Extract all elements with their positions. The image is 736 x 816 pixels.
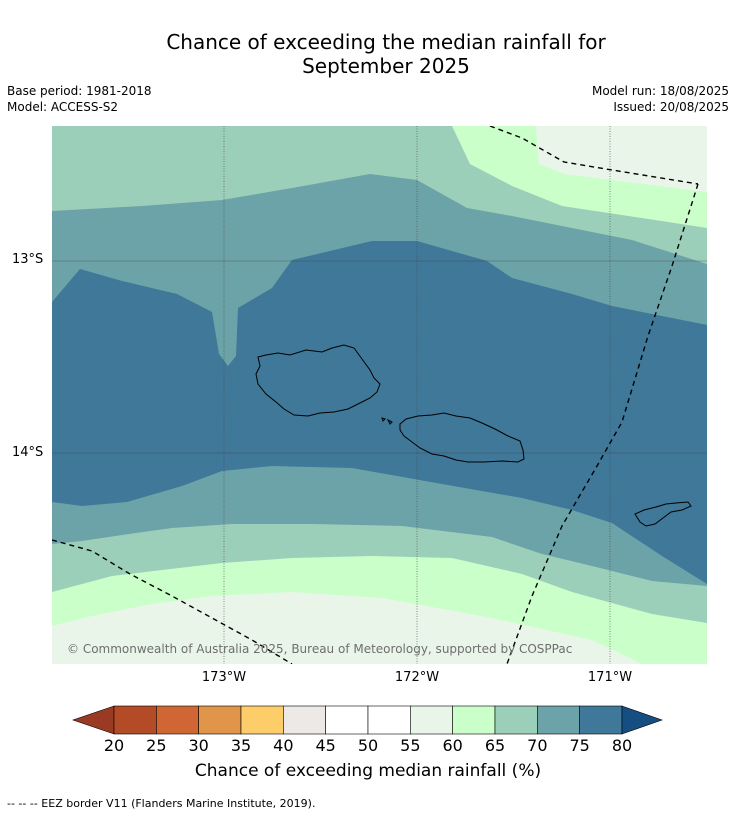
colorbar-segment-9: [494, 705, 538, 735]
colorbar-segment-1: [156, 705, 199, 735]
savaii-island: [255, 344, 381, 417]
colorbar-segment-3: [240, 705, 284, 735]
colorbar-tick-25: 25: [146, 736, 167, 755]
apolima-island: [381, 417, 386, 422]
colorbar-segment-5: [325, 705, 369, 735]
colorbar-segment-0: [113, 705, 157, 735]
colorbar-tick-40: 40: [273, 736, 294, 755]
chart-title: Chance of exceeding the median rainfall …: [0, 30, 736, 78]
tutuila-island: [634, 501, 692, 527]
meta-right: Model run: 18/08/2025 Issued: 20/08/2025: [592, 83, 729, 115]
upolu-island: [399, 412, 525, 463]
colorbar-tick-75: 75: [569, 736, 590, 755]
parallels: [52, 260, 707, 454]
lon-label-172w: 172°W: [394, 670, 440, 685]
lat-label-14s: 14°S: [12, 445, 44, 460]
graticule: [223, 126, 611, 664]
colorbar-tick-45: 45: [315, 736, 336, 755]
colorbar-under-extension: [72, 705, 115, 735]
title-line-1: Chance of exceeding the median rainfall …: [166, 30, 606, 54]
eez-border-north: [489, 126, 699, 185]
eez-legend-footer: -- -- -- EEZ border V11 (Flanders Marine…: [7, 797, 316, 810]
copyright-text: © Commonwealth of Australia 2025, Bureau…: [67, 642, 573, 656]
lon-label-171w: 171°W: [587, 670, 633, 685]
colorbar-segment-11: [579, 705, 623, 735]
colorbar-label: Chance of exceeding median rainfall (%): [194, 761, 542, 781]
colorbar-segment-6: [367, 705, 411, 735]
model-run: Model run: 18/08/2025: [591, 84, 729, 98]
colorbar-segment-8: [452, 705, 496, 735]
meta-left: Base period: 1981-2018 Model: ACCESS-S2: [7, 83, 152, 115]
colorbar-tick-70: 70: [527, 736, 548, 755]
colorbar: [72, 705, 663, 735]
colorbar-tick-35: 35: [230, 736, 252, 755]
colorbar-tick-50: 50: [357, 736, 379, 755]
eez-border: [52, 126, 699, 664]
lon-label-173w: 173°W: [201, 670, 247, 685]
colorbar-tick-20: 20: [103, 736, 125, 755]
zone-above-80: [52, 241, 707, 584]
issued-date: Issued: 20/08/2025: [613, 100, 729, 114]
manono-island: [386, 418, 393, 425]
model-name: Model: ACCESS-S2: [7, 100, 119, 114]
colorbar-tick-60: 60: [442, 736, 463, 755]
colorbar-tick-80: 80: [611, 736, 633, 755]
eez-border-east: [506, 183, 699, 664]
colorbar-segment-4: [283, 705, 326, 735]
title-line-2: September 2025: [302, 54, 470, 78]
colorbar-tick-55: 55: [400, 736, 421, 755]
colorbar-segment-7: [410, 705, 453, 735]
lat-label-13s: 13°S: [12, 252, 44, 267]
rainfall-map: [52, 126, 707, 664]
colorbar-segment-2: [198, 705, 242, 735]
colorbar-over-extension: [621, 705, 663, 735]
colorbar-tick-65: 65: [484, 736, 506, 755]
base-period: Base period: 1981-2018: [7, 84, 152, 98]
islands: [255, 344, 692, 527]
colorbar-tick-30: 30: [188, 736, 209, 755]
colorbar-segment-10: [537, 705, 580, 735]
